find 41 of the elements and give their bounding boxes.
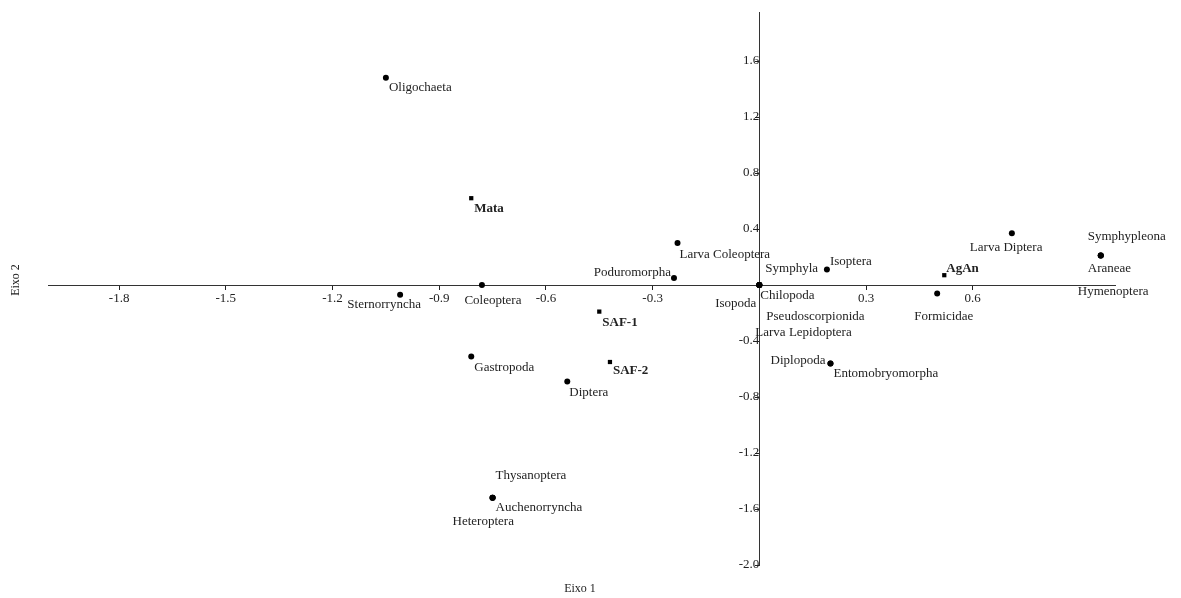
data-label: Symphypleona	[1087, 228, 1166, 244]
data-label: Isoptera	[829, 253, 873, 269]
data-label: Auchenorryncha	[495, 499, 583, 515]
data-label: Entomobryomorpha	[833, 364, 939, 380]
data-label: Hymenoptera	[1077, 283, 1149, 299]
data-label: Pseudoscorpionida	[766, 308, 865, 324]
x-tick-label: -0.3	[642, 290, 663, 306]
data-label: Coleoptera	[464, 292, 522, 308]
x-tick-label: -0.9	[428, 290, 450, 306]
data-label: Mata	[474, 199, 505, 215]
data-label: Diplopoda	[770, 351, 826, 367]
x-tick-label: 0.6	[964, 290, 982, 306]
data-label: SAF-2	[612, 362, 649, 378]
data-label: Chilopoda	[760, 287, 815, 303]
data-label: Poduromorpha	[593, 264, 672, 280]
data-label: AgAn	[946, 259, 980, 275]
data-label: SAF-1	[602, 313, 638, 329]
y-axis-title: Eixo 2	[8, 264, 23, 296]
x-tick-label: -1.8	[108, 290, 130, 306]
x-tick-label: -1.2	[322, 290, 343, 306]
data-label: Thysanoptera	[495, 467, 567, 483]
y-tick-label: 0.8	[743, 164, 760, 180]
data-label: Heteroptera	[452, 513, 515, 529]
y-tick-label: -1.6	[738, 500, 760, 516]
x-tick-label: -1.5	[215, 290, 237, 306]
data-label: Larva Diptera	[969, 238, 1043, 254]
x-tick-label: -0.6	[535, 290, 557, 306]
y-tick-label: 1.2	[743, 108, 760, 124]
y-tick-label: 1.6	[743, 52, 760, 68]
y-tick-label: -0.8	[738, 388, 760, 404]
data-label: Symphyla	[765, 260, 819, 276]
data-label: Sternorryncha	[347, 296, 422, 312]
data-label: Gastropoda	[474, 358, 535, 374]
data-label: Araneae	[1087, 260, 1132, 276]
x-tick-label: 0.3	[857, 290, 875, 306]
data-label: Oligochaeta	[388, 79, 452, 95]
data-label: Diptera	[569, 384, 609, 400]
data-label: Formicidae	[914, 307, 974, 323]
y-tick-label: -1.2	[738, 444, 760, 460]
data-label: Isopoda	[715, 295, 757, 311]
x-axis-title: Eixo 1	[564, 581, 596, 596]
